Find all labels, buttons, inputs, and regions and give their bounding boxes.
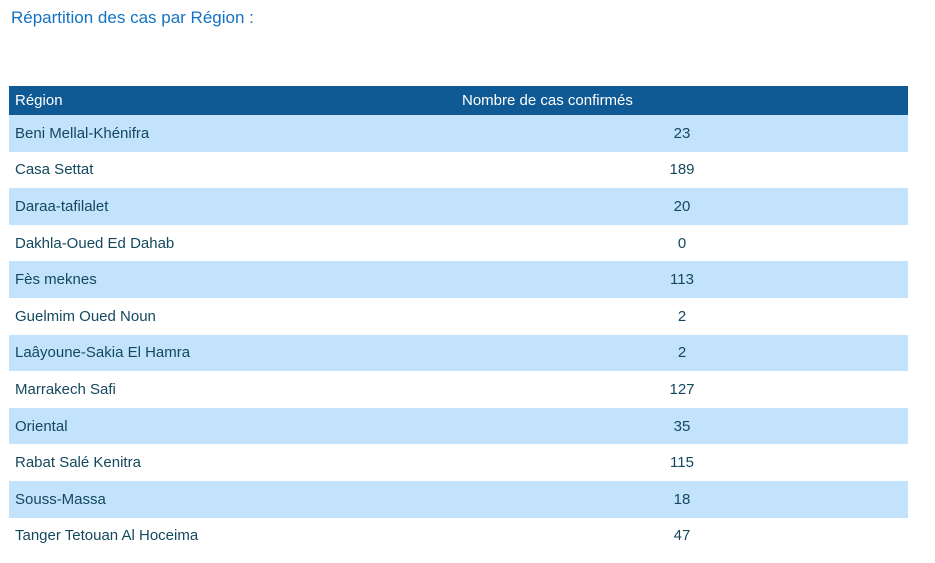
cases-cell: 18 [456,480,908,518]
column-header-region: Région [9,86,456,115]
table-row: Dakhla-Oued Ed Dahab 0 [9,224,908,262]
table-row: Daraa-tafilalet 20 [9,188,908,225]
cases-by-region-table: Région Nombre de cas confirmés Beni Mell… [9,86,908,555]
cases-cell: 113 [456,261,908,298]
table-row: Beni Mellal-Khénifra 23 [9,115,908,152]
region-cell: Daraa-tafilalet [9,188,456,225]
region-cell: Souss-Massa [9,480,456,518]
table-row: Oriental 35 [9,407,908,445]
cases-cell: 20 [456,188,908,225]
region-cell: Guelmim Oued Noun [9,297,456,335]
cases-cell: 127 [456,371,908,408]
cases-cell: 2 [456,297,908,335]
table-body: Beni Mellal-Khénifra 23 Casa Settat 189 Dara… [9,115,908,555]
cases-cell: 35 [456,407,908,445]
column-header-cases: Nombre de cas confirmés [456,86,908,115]
region-cell: Rabat Salé Kenitra [9,444,456,481]
cases-cell: 47 [456,517,908,555]
table-row: Guelmim Oued Noun 2 [9,297,908,335]
region-cell: Beni Mellal-Khénifra [9,115,456,152]
cases-cell: 0 [456,224,908,262]
region-cell: Marrakech Safi [9,371,456,408]
region-cell: Casa Settat [9,151,456,189]
cases-cell: 2 [456,334,908,372]
cases-cell: 23 [456,115,908,152]
region-cell: Oriental [9,407,456,445]
region-cell: Tanger Tetouan Al Hoceima [9,517,456,555]
table-row: Souss-Massa 18 [9,480,908,518]
table-row: Laâyoune-Sakia El Hamra 2 [9,334,908,372]
table-row: Tanger Tetouan Al Hoceima 47 [9,517,908,555]
region-cell: Dakhla-Oued Ed Dahab [9,224,456,262]
table-row: Marrakech Safi 127 [9,371,908,408]
table-row: Fès meknes 113 [9,261,908,298]
cases-cell: 115 [456,444,908,481]
region-cell: Laâyoune-Sakia El Hamra [9,334,456,372]
region-cell: Fès meknes [9,261,456,298]
table-row: Rabat Salé Kenitra 115 [9,444,908,481]
table-row: Casa Settat 189 [9,151,908,189]
cases-cell: 189 [456,151,908,189]
table-header-row: Région Nombre de cas confirmés [9,86,908,115]
page-title: Répartition des cas par Région : [11,8,254,27]
